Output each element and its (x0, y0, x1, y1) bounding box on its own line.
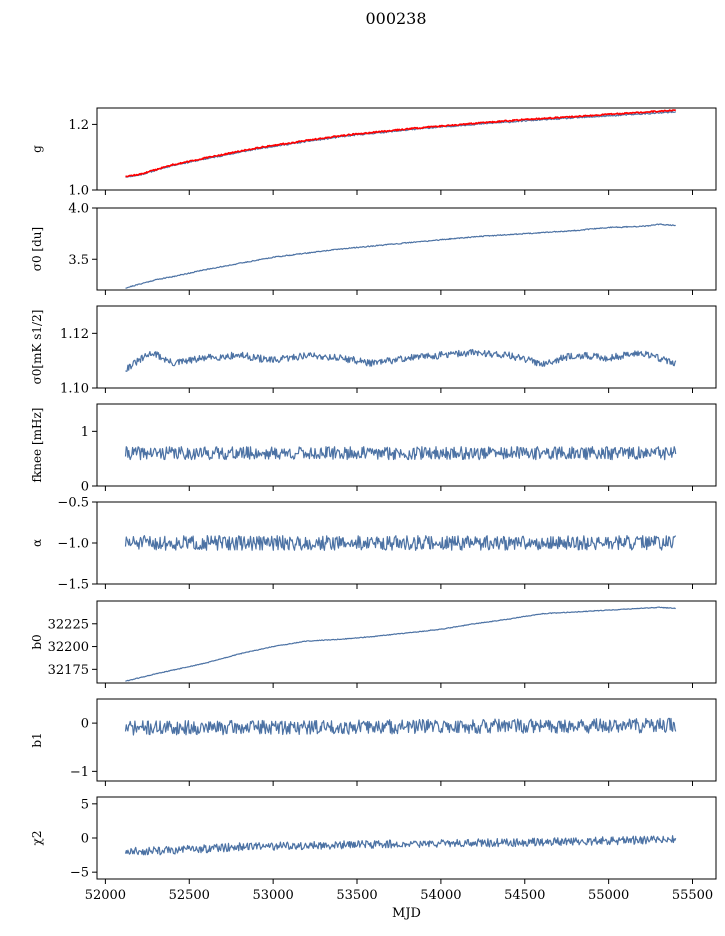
ylabel-chi2: χ2 (30, 831, 44, 846)
axes-frame-g (96, 107, 717, 191)
ylabel-fknee: fknee [mHz] (30, 408, 44, 483)
ytick-label-sigma0_du: 4.0 (68, 202, 89, 217)
series-line-sigma0_mk-0 (125, 348, 677, 372)
series-line-g-1 (125, 109, 677, 178)
ytick-label-b1: 0 (81, 717, 89, 732)
xtick-label: 55000 (588, 888, 629, 903)
ylabel-b0: b0 (30, 634, 44, 649)
ytick-label-sigma0_du: 3.5 (68, 253, 89, 268)
ytick-label-sigma0_mk: 1.10 (60, 382, 89, 397)
ylabel-alpha: α (30, 539, 44, 547)
series-line-chi2-0 (124, 835, 677, 856)
xtick-label: 52500 (169, 888, 210, 903)
xlabel: MJD (392, 906, 421, 921)
xtick-label: 52000 (85, 888, 126, 903)
ytick-label-fknee: 1 (81, 425, 89, 440)
xtick-label: 55500 (672, 888, 713, 903)
ytick-label-fknee: 0 (81, 480, 89, 495)
ytick-label-sigma0_mk: 1.12 (60, 327, 89, 342)
ytick-label-g: 1.2 (68, 118, 89, 133)
ytick-label-b0: 32225 (48, 617, 89, 632)
xtick-label: 53000 (252, 888, 293, 903)
series-line-alpha-0 (124, 534, 677, 551)
ytick-label-b0: 32200 (48, 640, 89, 655)
axes-frame-sigma0_du (96, 207, 717, 291)
ytick-label-alpha: −0.5 (57, 496, 89, 511)
series-line-g-0 (125, 110, 677, 178)
series-line-b1-0 (124, 717, 677, 736)
xtick-label: 53500 (336, 888, 377, 903)
ytick-label-b0: 32175 (48, 663, 89, 678)
axes-frame-sigma0_mk (96, 305, 717, 389)
ytick-label-chi2: 5 (81, 797, 89, 812)
ylabel-sigma0_mk: σ0[mK s1/2] (30, 310, 44, 385)
ytick-label-chi2: 0 (81, 832, 89, 847)
axes-frame-b1 (96, 698, 717, 782)
xtick-label: 54500 (504, 888, 545, 903)
axes-frame-fknee (96, 403, 717, 487)
series-line-sigma0_du-0 (125, 223, 676, 289)
ytick-label-alpha: −1.0 (57, 537, 89, 552)
ylabel-sigma0_du: σ0 [du] (30, 227, 44, 271)
figure-title: 000238 (365, 9, 426, 28)
series-line-b0-0 (125, 606, 676, 682)
ylabel-b1: b1 (30, 732, 44, 747)
series-line-fknee-0 (124, 446, 677, 461)
ytick-label-g: 1.0 (68, 184, 89, 199)
xtick-label: 54000 (420, 888, 461, 903)
ytick-label-alpha: −1.5 (57, 578, 89, 593)
ylabel-g: g (30, 145, 44, 153)
ytick-label-b1: −1 (70, 765, 89, 780)
axes-frame-b0 (96, 600, 717, 684)
ytick-label-chi2: −5 (70, 866, 89, 881)
